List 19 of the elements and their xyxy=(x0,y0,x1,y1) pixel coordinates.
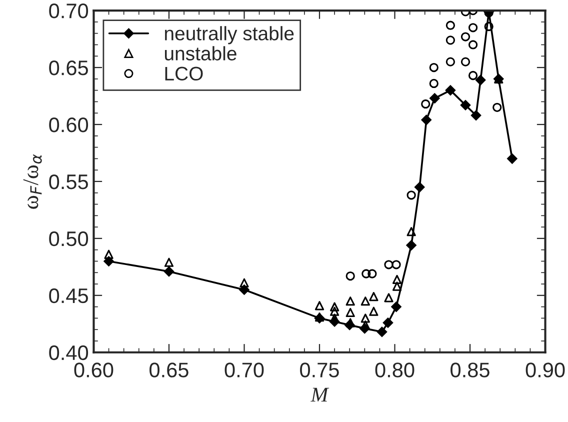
y-tick-label: 0.55 xyxy=(49,174,88,190)
x-tick-label: 0.85 xyxy=(450,362,490,378)
y-tick-label: 0.45 xyxy=(49,288,88,304)
x-tick-label: 0.75 xyxy=(300,362,339,378)
legend-label: neutrally stable xyxy=(165,26,294,44)
x-tick-label: 0.80 xyxy=(375,362,414,378)
legend-label: unstable xyxy=(164,46,236,60)
y-tick-label: 0.40 xyxy=(49,345,88,360)
y-tick-label: 0.50 xyxy=(49,231,88,246)
x-axis-title: M xyxy=(310,388,330,402)
y-axis-title: ω$_{F}$/ω$_{α}$ xyxy=(23,154,42,209)
legend-label: LCO xyxy=(165,66,203,81)
x-tick-label: 0.70 xyxy=(224,362,264,378)
y-tick-label: 0.65 xyxy=(49,60,88,76)
x-tick-label: 0.60 xyxy=(74,362,114,378)
y-tick-label: 0.60 xyxy=(49,117,88,132)
x-tick-label: 0.65 xyxy=(150,362,188,378)
x-tick-label: 0.90 xyxy=(526,362,565,378)
y-tick-label: 0.70 xyxy=(49,4,88,18)
